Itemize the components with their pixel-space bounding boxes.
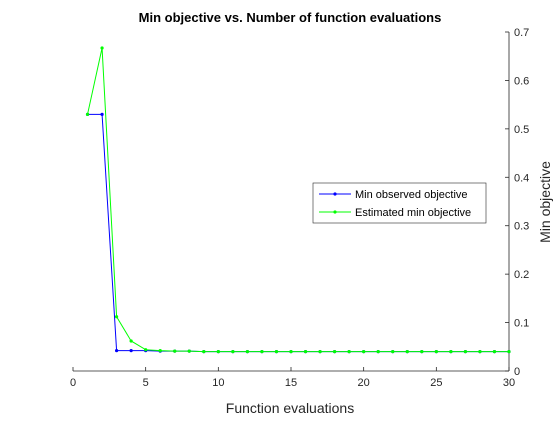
data-point [202,350,206,354]
data-point [303,350,308,354]
data-point [376,350,380,354]
series-line [87,113,509,353]
data-point [129,349,133,353]
x-tick-label: 0 [70,377,76,389]
data-point [231,350,235,354]
y-tick-label: 0.2 [514,269,529,281]
y-tick-label: 0.6 [514,75,529,87]
data-point [478,350,482,354]
legend-swatch-marker [333,192,337,196]
data-point [492,350,497,354]
x-tick-label: 30 [503,377,515,389]
data-point [129,339,133,343]
x-tick-label: 5 [143,377,149,389]
data-point [274,350,279,354]
data-point [144,348,148,352]
data-point [260,350,264,354]
legend: Min observed objective Estimated min obje… [312,182,487,224]
data-point [405,350,409,354]
data-point [115,315,119,319]
legend-entry-label: Min observed objective [355,189,468,201]
y-tick-label: 0.7 [514,27,529,39]
data-point [391,350,395,354]
data-point [318,350,322,354]
data-point [434,350,438,354]
legend-swatch-marker [333,210,337,214]
y-tick-label: 0.1 [514,318,529,330]
y-tick-label: 0.5 [514,124,529,136]
data-point [158,349,162,353]
data-point [347,350,351,354]
y-axis-label: Min objective [537,161,553,243]
legend-box [312,182,487,224]
x-tick-label: 20 [358,377,370,389]
data-point [449,350,453,354]
y-tick-label: 0.4 [514,172,529,184]
plot-area [85,46,511,354]
y-tick-label: 0.3 [514,221,529,233]
series-line [87,47,509,353]
x-axis-label: Function evaluations [226,400,354,416]
data-point [507,350,511,354]
data-point [289,350,293,354]
chart-title: Min objective vs. Number of function eva… [139,10,442,25]
data-point [463,350,467,354]
data-point [333,350,337,354]
legend-entry-label: Estimated min objective [355,207,471,219]
data-point [216,350,220,354]
data-point [115,349,119,353]
x-tick-label: 25 [430,377,442,389]
data-point [100,112,104,116]
y-tick-label: 0 [514,366,520,378]
data-point [173,349,177,353]
data-point [362,350,366,354]
x-tick-label: 10 [212,377,224,389]
data-point [85,112,90,116]
x-tick-label: 15 [285,377,297,389]
data-point [187,349,191,353]
data-point [420,350,424,354]
data-point [245,350,249,354]
data-point [100,46,104,50]
